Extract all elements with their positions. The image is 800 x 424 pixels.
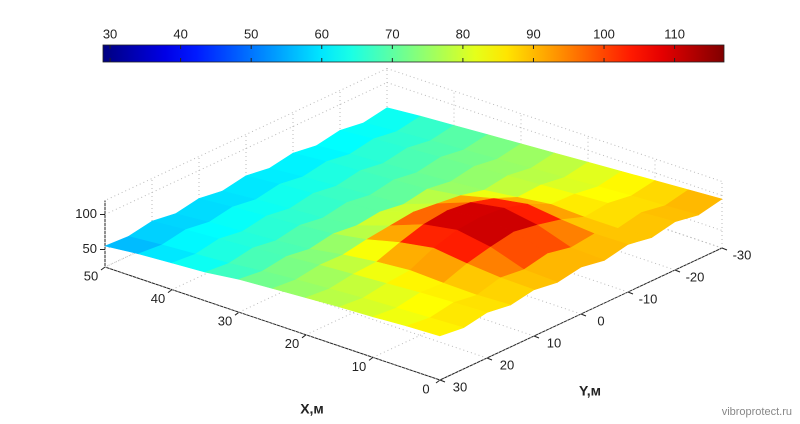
x-tick [301,334,307,339]
colorbar-tick-label: 60 [315,26,329,41]
annotations: X,м Y,м vibroprotect.ru [300,383,792,418]
x-tick [167,289,173,294]
y-tick [627,291,634,295]
y-tick-label: -30 [733,247,752,262]
x-tick-label: 50 [84,268,98,283]
y-tick [486,357,493,361]
x-tick [368,356,374,361]
x-axis-title: X,м [300,401,324,417]
colorbar-gradient [102,44,725,63]
y-tick [580,313,587,317]
colorbar-tick-label: 50 [244,26,258,41]
colorbar-tick-label: 40 [173,26,187,41]
grid-line [386,82,723,196]
x-tick-label: 30 [218,314,232,329]
colorbar: 30 40 50 60 70 80 90 100 110 [102,26,725,63]
y-tick-label: 20 [500,357,514,372]
z-tick-label: 50 [83,241,97,256]
z-tick-label: 100 [75,206,97,221]
x-tick [234,311,240,316]
grid-line [104,266,441,381]
y-tick [439,379,446,383]
colorbar-tick-label: 80 [456,26,470,41]
x-tick [100,266,106,271]
surface [104,107,723,337]
colorbar-tick-label: 110 [664,26,685,41]
colorbar-tick-label: 70 [385,26,399,41]
colorbar-tick-label: 90 [526,26,540,41]
y-tick-label: -20 [686,269,705,284]
x-tick-label: 20 [285,336,299,351]
y-tick [533,335,540,339]
y-axis-title: Y,м [579,383,601,399]
x-tick [435,379,441,384]
x-tick-label: 10 [352,359,366,374]
y-tick-label: 10 [547,335,561,350]
x-tick-label: 40 [151,291,165,306]
colorbar-tick-label: 30 [103,26,117,41]
surface-cell [406,317,464,337]
y-tick [674,269,681,273]
colorbar-tick-label: 100 [593,26,615,41]
box-edge [386,68,723,182]
y-tick-label: 30 [453,379,467,394]
y-tick [721,247,728,251]
x-tick-label: 0 [422,381,429,396]
watermark: vibroprotect.ru [722,406,792,418]
y-tick-label: -10 [639,291,658,306]
y-tick-label: 0 [597,313,604,328]
